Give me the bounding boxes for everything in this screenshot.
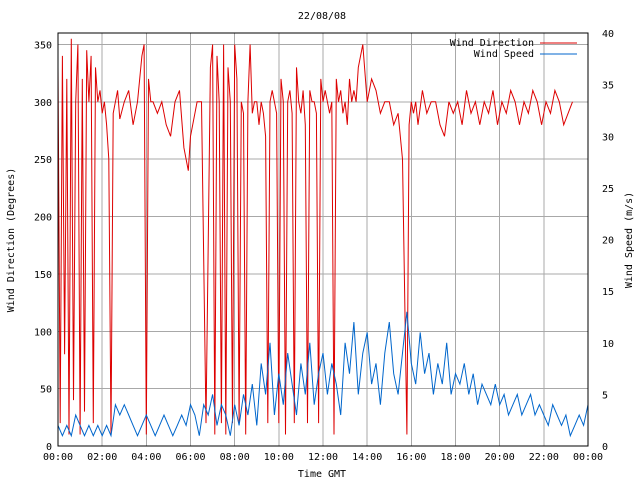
left-y-tick-label: 300 [34, 98, 52, 109]
left-y-tick-label: 150 [34, 270, 52, 281]
series-line-wind-direction [57, 38, 573, 435]
legend-label-wind-speed: Wind Speed [474, 49, 534, 60]
right-y-tick-label: 20 [602, 236, 614, 247]
right-y-tick-label: 0 [602, 442, 608, 453]
plot-area [57, 38, 589, 438]
x-tick-label: 08:00 [220, 452, 250, 463]
right-y-tick-labels: 0 5 10 15 20 25 30 35 40 [602, 29, 614, 453]
left-y-tick-labels: 0 50 100 150 200 250 300 350 [34, 40, 52, 453]
x-tick-label: 00:00 [573, 452, 603, 463]
left-y-tick-label: 100 [34, 327, 52, 338]
right-y-tick-label: 35 [602, 81, 614, 92]
x-tick-label: 12:00 [308, 452, 338, 463]
x-tick-labels: 00:00 02:00 04:00 06:00 08:00 10:00 12:00 14:00… [43, 452, 603, 463]
x-tick-label: 06:00 [175, 452, 205, 463]
left-y-tick-label: 350 [34, 40, 52, 51]
right-y-tick-label: 10 [602, 339, 614, 350]
x-tick-label: 04:00 [131, 452, 161, 463]
right-y-tick-label: 25 [602, 184, 614, 195]
x-axis-label: Time GMT [298, 469, 346, 480]
series-line-wind-speed [57, 311, 589, 438]
right-y-tick-label: 40 [602, 29, 614, 40]
left-y-axis-label: Wind Direction (Degrees) [6, 168, 17, 313]
x-tick-label: 16:00 [396, 452, 426, 463]
plot-frame [57, 32, 589, 447]
right-y-tick-label: 5 [602, 390, 608, 401]
legend: Wind Direction Wind Speed [450, 38, 577, 60]
x-tick-label: 10:00 [264, 452, 294, 463]
x-tick-label: 18:00 [440, 452, 470, 463]
left-y-tick-label: 250 [34, 155, 52, 166]
chart-title: 22/08/08 [298, 11, 346, 22]
left-y-tick-label: 0 [46, 442, 52, 453]
x-tick-label: 00:00 [43, 452, 73, 463]
right-y-tick-label: 30 [602, 132, 614, 143]
left-y-tick-label: 200 [34, 213, 52, 224]
right-y-tick-label: 15 [602, 287, 614, 298]
x-tick-label: 22:00 [529, 452, 559, 463]
x-tick-label: 02:00 [87, 452, 117, 463]
x-tick-label: 20:00 [485, 452, 515, 463]
left-y-tick-label: 50 [40, 385, 52, 396]
x-tick-label: 14:00 [352, 452, 382, 463]
right-y-axis-label: Wind Speed (m/s) [624, 192, 635, 288]
legend-label-wind-direction: Wind Direction [450, 38, 534, 49]
